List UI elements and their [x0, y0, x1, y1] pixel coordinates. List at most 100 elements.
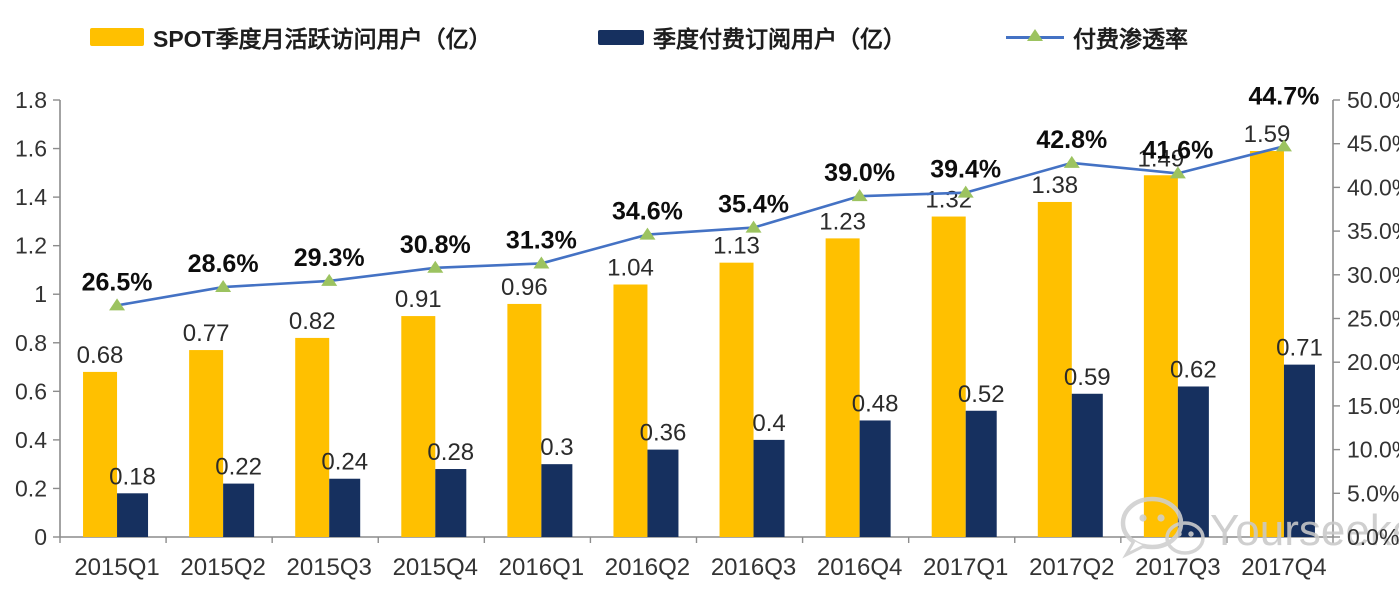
right-axis-tick-label: 25.0% [1347, 306, 1399, 332]
penetration-label: 29.3% [294, 244, 365, 272]
penetration-label: 42.8% [1036, 126, 1107, 154]
penetration-label: 30.8% [400, 231, 471, 259]
mau-bar [295, 337, 330, 537]
mau-bar [825, 238, 860, 537]
penetration-marker-icon [321, 273, 338, 286]
subs-bar [223, 483, 255, 537]
left-axis-tick-label: 1.2 [15, 233, 47, 259]
axis-labels: 0 0.2 0.4 0.6 0.8 1 1.2 1.4 1.6 1.8 0.0% 5.0% 10.0% 1… [15, 87, 1399, 581]
right-axis-tick-label: 20.0% [1347, 349, 1399, 375]
subs-bar-label: 0.59 [1064, 364, 1111, 391]
mau-bar-label: 0.77 [183, 320, 230, 347]
penetration-marker-icon [109, 298, 126, 311]
right-axis-tick-label: 15.0% [1347, 393, 1399, 419]
chart-content: 0.680.77 0.820.91 0.961.041.131.231.321.38… [77, 82, 1323, 538]
subs-bar-label: 0.3 [540, 434, 573, 461]
subs-bar [647, 449, 679, 537]
x-axis-category-label: 2015Q2 [180, 554, 265, 581]
penetration-marker-icon [639, 227, 656, 240]
x-axis-category-label: 2015Q4 [393, 554, 478, 581]
x-axis-category-label: 2016Q2 [605, 554, 690, 581]
right-axis-tick-label: 5.0% [1347, 480, 1399, 506]
penetration-label: 39.0% [824, 159, 895, 187]
x-axis-category-label: 2017Q4 [1241, 554, 1326, 581]
left-axis-tick-label: 0.6 [15, 378, 47, 404]
mau-bar [931, 216, 966, 538]
legend-swatch-subs-icon [598, 29, 644, 45]
penetration-label: 35.4% [718, 191, 789, 219]
x-axis-category-label: 2017Q2 [1029, 554, 1114, 581]
x-axis-category-label: 2017Q3 [1135, 554, 1220, 581]
axes [53, 99, 1340, 543]
subs-bar-label: 0.48 [852, 390, 899, 417]
penetration-marker-icon [1063, 155, 1080, 168]
left-axis-tick-label: 1 [34, 281, 47, 307]
subs-bar-label: 0.18 [109, 463, 156, 490]
subs-bar [117, 493, 149, 537]
legend: SPOT季度月活跃访问用户（亿） 季度付费订阅用户（亿） 付费渗透率 [0, 0, 1399, 60]
subs-bar [965, 410, 997, 537]
x-axis-category-label: 2016Q1 [499, 554, 584, 581]
penetration-label: 28.6% [188, 250, 259, 278]
subs-bar-label: 0.24 [321, 449, 368, 476]
mau-bar [83, 371, 118, 537]
mau-bar [719, 262, 754, 537]
mau-bar-label: 1.49 [1138, 145, 1185, 172]
penetration-label: 41.6% [1142, 136, 1213, 164]
subs-bar-label: 0.22 [215, 454, 262, 481]
penetration-label: 39.4% [930, 156, 1001, 184]
right-axis-tick-label: 30.0% [1347, 262, 1399, 288]
mau-bar-label: 1.04 [607, 255, 654, 282]
subs-bar [329, 478, 361, 537]
mau-bar-label: 0.91 [395, 286, 442, 313]
penetration-marker-icon [1169, 166, 1186, 179]
right-axis-tick-label: 40.0% [1347, 174, 1399, 200]
penetration-marker-icon [427, 260, 444, 273]
mau-bar-label: 1.23 [819, 208, 866, 235]
left-axis-tick-label: 0 [34, 524, 47, 550]
legend-label-subs: 季度付费订阅用户（亿） [653, 26, 906, 52]
right-axis-tick-label: 10.0% [1347, 437, 1399, 463]
mau-bar-label: 0.82 [289, 308, 336, 335]
penetration-label: 44.7% [1249, 82, 1320, 110]
right-axis-tick-label: 50.0% [1347, 87, 1399, 113]
x-axis-category-label: 2016Q4 [817, 554, 902, 581]
subs-bar-label: 0.36 [640, 420, 687, 447]
subs-bar-label: 0.62 [1170, 356, 1217, 383]
penetration-label: 31.3% [506, 226, 577, 254]
legend-label-mau: SPOT季度月活跃访问用户（亿） [153, 26, 492, 52]
legend-triangle-icon [1027, 29, 1043, 41]
penetration-label: 34.6% [612, 198, 683, 226]
mau-bar [1143, 175, 1178, 537]
legend-swatch-mau-icon [90, 28, 144, 46]
right-axis-tick-label: 0.0% [1347, 524, 1399, 550]
mau-bar-label: 0.96 [501, 274, 548, 301]
right-axis-tick-label: 35.0% [1347, 218, 1399, 244]
watermark: Yourseeker [1120, 496, 1399, 559]
mau-bar [401, 316, 436, 537]
subs-bar [753, 439, 785, 537]
mau-bar-label: 1.38 [1031, 172, 1078, 199]
left-axis-tick-label: 0.4 [15, 427, 47, 453]
subs-bar [859, 420, 891, 537]
legend-item-penetration: 付费渗透率 [1006, 20, 1188, 54]
penetration-marker-icon [1275, 139, 1292, 152]
subs-bar [541, 464, 573, 537]
subs-bar-label: 0.4 [752, 410, 785, 437]
left-axis-tick-label: 1.6 [15, 136, 47, 162]
penetration-marker-icon [533, 256, 550, 269]
legend-item-subs: 季度付费订阅用户（亿） [598, 20, 906, 54]
subs-bar [1071, 393, 1103, 537]
subs-bar-label: 0.52 [958, 381, 1005, 408]
x-axis-category-label: 2016Q3 [711, 554, 796, 581]
x-axis-category-label: 2015Q3 [287, 554, 372, 581]
mau-bar-label: 0.68 [77, 342, 124, 369]
legend-label-penetration: 付费渗透率 [1073, 26, 1188, 52]
penetration-line [116, 145, 1285, 307]
mau-bar-label: 1.13 [713, 233, 760, 260]
subs-bar [1177, 386, 1209, 537]
penetration-label: 26.5% [82, 268, 153, 296]
x-axis-category-label: 2015Q1 [74, 554, 159, 581]
penetration-marker-icon [957, 185, 974, 198]
